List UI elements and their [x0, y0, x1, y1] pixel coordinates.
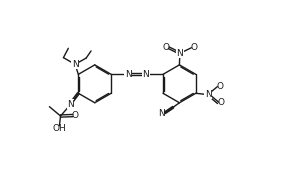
- Text: OH: OH: [53, 124, 66, 133]
- Text: O: O: [217, 98, 224, 107]
- Text: N: N: [176, 49, 183, 58]
- Text: N: N: [125, 70, 132, 79]
- Text: O: O: [72, 111, 79, 120]
- Text: N: N: [142, 70, 149, 79]
- Text: O: O: [191, 43, 198, 52]
- Text: O: O: [217, 82, 224, 91]
- Text: N: N: [72, 60, 78, 69]
- Text: O: O: [163, 43, 170, 52]
- Text: N: N: [205, 90, 211, 99]
- Text: N: N: [67, 100, 74, 109]
- Text: N: N: [158, 109, 165, 118]
